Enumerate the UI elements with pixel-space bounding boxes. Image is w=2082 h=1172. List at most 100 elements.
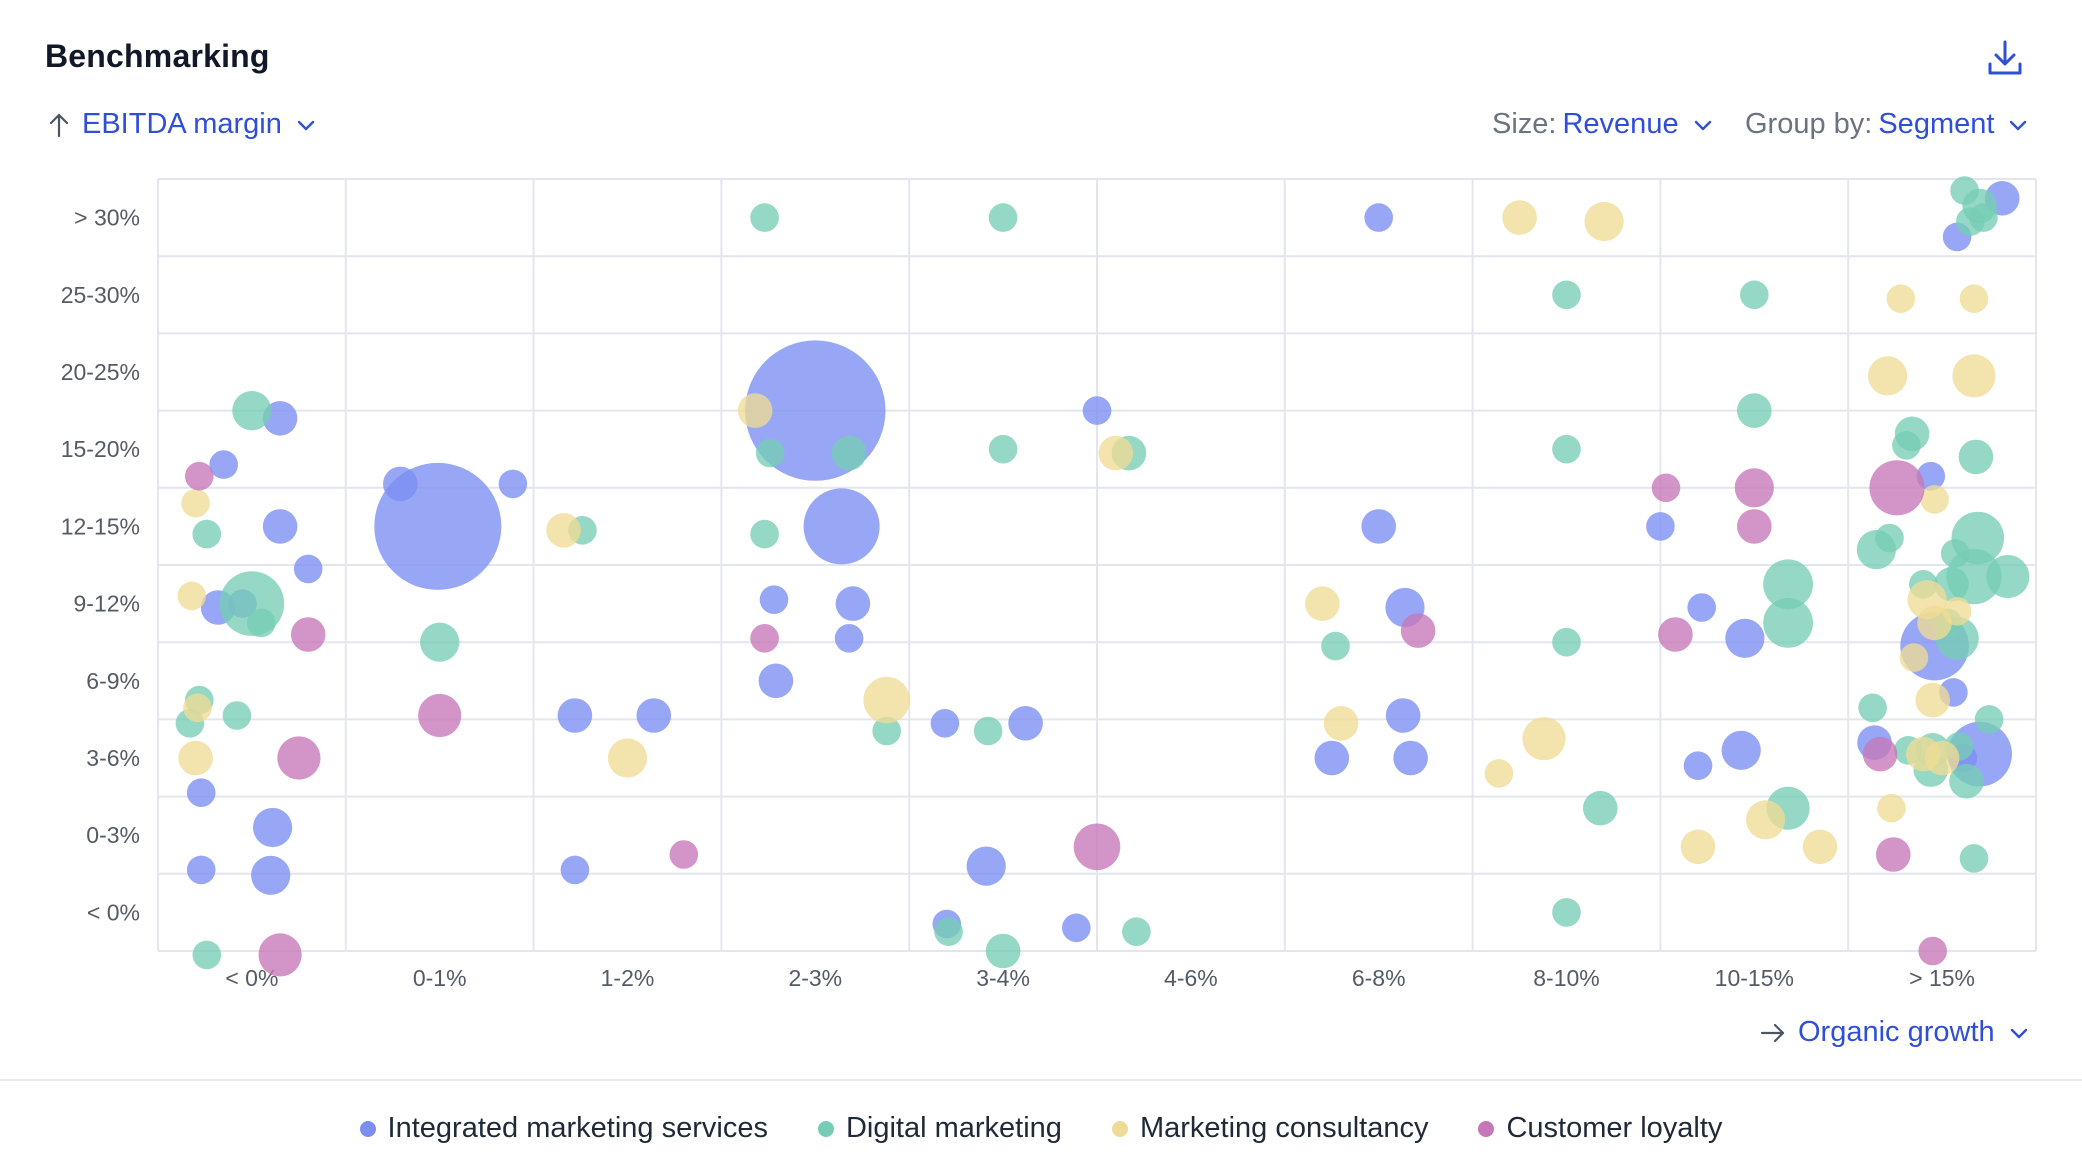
bubble[interactable]: [251, 855, 291, 895]
bubble[interactable]: [232, 391, 272, 431]
bubble[interactable]: [1552, 898, 1581, 927]
bubble[interactable]: [1321, 631, 1350, 661]
bubble[interactable]: [1680, 829, 1716, 865]
bubble[interactable]: [1658, 617, 1693, 652]
bubble[interactable]: [192, 519, 222, 549]
bubble[interactable]: [192, 940, 222, 970]
bubble[interactable]: [290, 617, 326, 652]
bubble[interactable]: [1323, 706, 1359, 741]
bubble[interactable]: [418, 693, 462, 738]
bubble[interactable]: [560, 855, 590, 885]
bubble[interactable]: [1552, 280, 1581, 310]
bubble[interactable]: [1952, 354, 1996, 398]
size-dropdown[interactable]: Size: Revenue: [1492, 108, 1713, 141]
bubble[interactable]: [1899, 643, 1929, 672]
bubble[interactable]: [557, 698, 593, 733]
bubble[interactable]: [1969, 203, 1998, 232]
x-axis-metric-dropdown[interactable]: Organic growth: [1760, 1016, 2029, 1049]
legend-item-digital-marketing[interactable]: Digital marketing: [817, 1112, 1062, 1145]
bubble[interactable]: [1737, 509, 1772, 544]
bubble[interactable]: [1906, 736, 1941, 772]
bubble[interactable]: [1314, 740, 1350, 776]
bubble[interactable]: [185, 461, 214, 491]
bubble[interactable]: [1746, 800, 1786, 840]
bubble[interactable]: [1725, 618, 1765, 658]
bubble[interactable]: [1583, 790, 1618, 826]
bubble[interactable]: [183, 693, 212, 723]
bubble[interactable]: [934, 917, 963, 946]
bubble[interactable]: [1875, 523, 1904, 553]
legend-item-marketing-consultancy[interactable]: Marketing consultancy: [1111, 1112, 1428, 1145]
bubble[interactable]: [831, 435, 867, 471]
bubble[interactable]: [1008, 706, 1043, 741]
bubble[interactable]: [607, 738, 648, 778]
bubble[interactable]: [1868, 356, 1908, 396]
bubble[interactable]: [1802, 829, 1838, 865]
bubble[interactable]: [872, 716, 901, 746]
bubble[interactable]: [1646, 512, 1675, 541]
bubble[interactable]: [1361, 509, 1396, 544]
bubble[interactable]: [1737, 393, 1772, 428]
bubble[interactable]: [1502, 200, 1537, 235]
bubble[interactable]: [1552, 434, 1581, 464]
bubble[interactable]: [750, 624, 779, 653]
bubble[interactable]: [930, 709, 960, 738]
bubble[interactable]: [1877, 793, 1906, 823]
bubble[interactable]: [1098, 435, 1134, 471]
bubble[interactable]: [1959, 844, 1989, 873]
bubble[interactable]: [988, 203, 1018, 232]
bubble[interactable]: [759, 585, 789, 614]
bubble[interactable]: [258, 933, 302, 977]
bubble[interactable]: [834, 624, 864, 653]
bubble[interactable]: [985, 933, 1021, 969]
bubble[interactable]: [1918, 936, 1947, 966]
bubble[interactable]: [1651, 473, 1681, 503]
bubble[interactable]: [1958, 439, 1994, 475]
bubble[interactable]: [181, 488, 210, 518]
bubble[interactable]: [750, 203, 779, 232]
bubble[interactable]: [1858, 693, 1887, 723]
y-axis-metric-dropdown[interactable]: EBITDA margin: [48, 108, 316, 141]
bubble[interactable]: [750, 519, 779, 549]
bubble[interactable]: [1869, 460, 1925, 516]
bubble[interactable]: [186, 855, 216, 885]
legend-item-customer-loyalty[interactable]: Customer loyalty: [1478, 1112, 1722, 1145]
bubble[interactable]: [1974, 705, 2004, 734]
bubble[interactable]: [966, 846, 1006, 886]
bubble[interactable]: [1385, 698, 1421, 733]
download-button[interactable]: [1985, 38, 2025, 78]
bubble[interactable]: [1062, 913, 1091, 943]
bubble[interactable]: [835, 586, 871, 621]
bubble[interactable]: [1959, 284, 1989, 314]
bubble[interactable]: [1917, 605, 1952, 641]
bubble[interactable]: [737, 393, 773, 428]
bubble[interactable]: [803, 488, 880, 565]
legend-item-integrated-marketing-services[interactable]: Integrated marketing services: [359, 1112, 768, 1145]
bubble[interactable]: [186, 778, 216, 807]
bubble[interactable]: [1584, 201, 1624, 242]
bubble[interactable]: [1892, 431, 1921, 460]
bubble[interactable]: [222, 701, 252, 730]
bubble[interactable]: [1920, 485, 1949, 514]
bubble[interactable]: [1763, 559, 1813, 610]
bubble[interactable]: [420, 622, 460, 662]
bubble[interactable]: [1683, 751, 1713, 780]
bubble[interactable]: [498, 469, 528, 499]
bubble[interactable]: [988, 434, 1018, 464]
bubble[interactable]: [1886, 284, 1916, 314]
bubble[interactable]: [636, 698, 672, 733]
bubble[interactable]: [1393, 740, 1428, 776]
bubble[interactable]: [177, 581, 207, 611]
bubble[interactable]: [262, 509, 298, 544]
group-by-dropdown[interactable]: Group by: Segment: [1745, 108, 2028, 141]
bubble[interactable]: [1522, 717, 1566, 761]
bubble[interactable]: [209, 450, 238, 479]
bubble[interactable]: [178, 740, 213, 776]
bubble[interactable]: [1073, 823, 1121, 871]
bubble[interactable]: [293, 554, 323, 584]
bubble[interactable]: [246, 608, 276, 638]
bubble[interactable]: [669, 840, 699, 869]
bubble[interactable]: [1082, 396, 1112, 425]
bubble[interactable]: [1552, 627, 1581, 657]
bubble[interactable]: [1484, 759, 1514, 788]
